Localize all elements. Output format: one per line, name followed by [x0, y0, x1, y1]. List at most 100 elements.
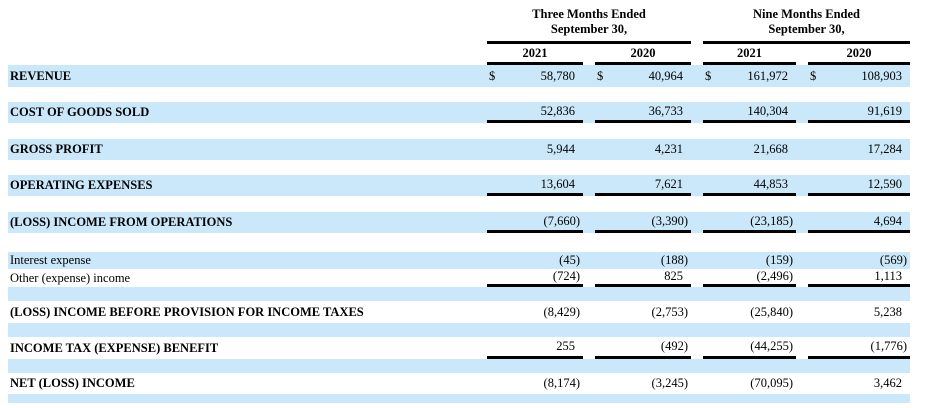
cell-value: 5,238 — [873, 304, 902, 319]
value-cell: 5,944 — [487, 139, 583, 160]
cell-value: 108,903 — [861, 68, 902, 83]
currency-symbol: $ — [810, 68, 817, 83]
row-label: GROSS PROFIT — [10, 142, 103, 156]
cell-value: 825 — [664, 269, 683, 283]
value-cell: $108,903 — [808, 65, 910, 87]
cell-value: 91,619 — [867, 103, 902, 118]
value-cell: (70,095) — [703, 373, 796, 394]
table-row: REVENUE $58,780 $40,964 $161,972 $108,903 — [8, 65, 910, 87]
value-cell: (569) — [808, 252, 910, 269]
spacer-row — [8, 160, 910, 175]
year-column-header: 2021 — [487, 44, 583, 65]
value-cell: 91,619 — [808, 102, 910, 123]
cell-value: (3,245) — [651, 376, 688, 390]
value-cell: 21,668 — [703, 139, 796, 160]
row-label: COST OF GOODS SOLD — [10, 105, 150, 119]
value-cell: 4,231 — [595, 139, 691, 160]
cell-value: (45) — [559, 253, 580, 267]
row-label: (LOSS) INCOME FROM OPERATIONS — [10, 215, 233, 229]
cell-value: 255 — [556, 339, 575, 353]
table-row: NET (LOSS) INCOME (8,174) (3,245) (70,095) 3… — [8, 373, 910, 394]
row-label: (LOSS) INCOME BEFORE PROVISION FOR INCOM… — [10, 304, 364, 319]
value-cell: 7,621 — [595, 175, 691, 196]
value-cell: $40,964 — [595, 65, 691, 87]
cell-value: 58,780 — [540, 68, 575, 83]
value-cell: 17,284 — [808, 139, 910, 160]
cell-value: (23,185) — [750, 213, 793, 228]
cell-value: 7,621 — [654, 176, 683, 191]
cell-value: (2,753) — [651, 304, 688, 319]
value-cell: 44,853 — [703, 175, 796, 196]
cell-value: (492) — [660, 339, 688, 353]
spacer-row — [8, 394, 910, 403]
cell-value: 3,462 — [873, 376, 902, 390]
value-cell: (8,429) — [487, 301, 583, 323]
cell-value: (159) — [765, 253, 793, 267]
spacer-row — [8, 196, 910, 212]
value-cell: (2,496) — [703, 269, 796, 287]
cell-value: 4,694 — [873, 213, 902, 228]
cell-value: 13,604 — [540, 176, 575, 191]
year-header-row: 2021 2020 2021 2020 — [8, 44, 910, 65]
cell-value: (188) — [660, 253, 688, 267]
period-group-title-line2: September 30, — [550, 22, 628, 36]
year-column-header: 2020 — [595, 44, 691, 65]
value-cell: 52,836 — [487, 102, 583, 123]
value-cell: 4,694 — [808, 212, 910, 233]
cell-value: 4,231 — [654, 142, 683, 156]
cell-value: (8,429) — [543, 304, 580, 319]
value-cell: 1,113 — [808, 269, 910, 287]
cell-value: (724) — [552, 269, 580, 283]
row-label: Other (expense) income — [10, 270, 131, 285]
cell-value: (25,840) — [750, 304, 793, 319]
currency-symbol: $ — [705, 68, 712, 83]
currency-symbol: $ — [489, 68, 496, 83]
spacer-row — [8, 87, 910, 102]
currency-symbol: $ — [597, 68, 604, 83]
value-cell: 5,238 — [808, 301, 910, 323]
period-group-title-line2: September 30, — [768, 22, 845, 36]
value-cell: (7,660) — [487, 212, 583, 233]
value-cell: 36,733 — [595, 102, 691, 123]
year-column-header: 2020 — [808, 44, 910, 65]
cell-value: 140,304 — [747, 103, 788, 118]
cell-value: (8,174) — [543, 376, 580, 390]
cell-value: (3,390) — [651, 213, 688, 228]
cell-value: 5,944 — [546, 142, 575, 156]
value-cell: $161,972 — [703, 65, 796, 87]
value-cell: (8,174) — [487, 373, 583, 394]
value-cell: 825 — [595, 269, 691, 287]
row-label: Interest expense — [10, 253, 91, 267]
cell-value: (44,255) — [750, 339, 793, 353]
table-row: OPERATING EXPENSES 13,604 7,621 44,853 12,59… — [8, 175, 910, 196]
period-header-row: Three Months Ended September 30, Nine Mo… — [8, 0, 910, 44]
value-cell: 140,304 — [703, 102, 796, 123]
value-cell: (1,776) — [808, 337, 910, 359]
table-row: GROSS PROFIT 5,944 4,231 21,668 17,284 — [8, 139, 910, 160]
period-group-three-months: Three Months Ended September 30, — [487, 0, 691, 44]
cell-value: 12,590 — [867, 176, 902, 191]
cell-value: (7,660) — [543, 213, 580, 228]
row-label: OPERATING EXPENSES — [10, 178, 153, 192]
table-row: (LOSS) INCOME FROM OPERATIONS (7,660) (3,3… — [8, 212, 910, 233]
value-cell: (159) — [703, 252, 796, 269]
cell-value: 36,733 — [648, 103, 683, 118]
cell-value: 161,972 — [747, 68, 788, 83]
value-cell: 13,604 — [487, 175, 583, 196]
cell-value: 40,964 — [648, 68, 683, 83]
value-cell: $58,780 — [487, 65, 583, 87]
row-label: INCOME TAX (EXPENSE) BENEFIT — [10, 340, 219, 355]
value-cell: 12,590 — [808, 175, 910, 196]
year-column-header: 2021 — [703, 44, 796, 65]
value-cell: (2,753) — [595, 301, 691, 323]
table-body: REVENUE $58,780 $40,964 $161,972 $108,903 COS… — [8, 65, 910, 403]
cell-value: (569) — [879, 253, 907, 267]
value-cell: (3,245) — [595, 373, 691, 394]
value-cell: (25,840) — [703, 301, 796, 323]
cell-value: (2,496) — [756, 269, 793, 283]
row-label: NET (LOSS) INCOME — [10, 376, 135, 390]
cell-value: 44,853 — [753, 176, 788, 191]
spacer-row — [8, 359, 910, 373]
table-row: COST OF GOODS SOLD 52,836 36,733 140,304 91,… — [8, 102, 910, 123]
